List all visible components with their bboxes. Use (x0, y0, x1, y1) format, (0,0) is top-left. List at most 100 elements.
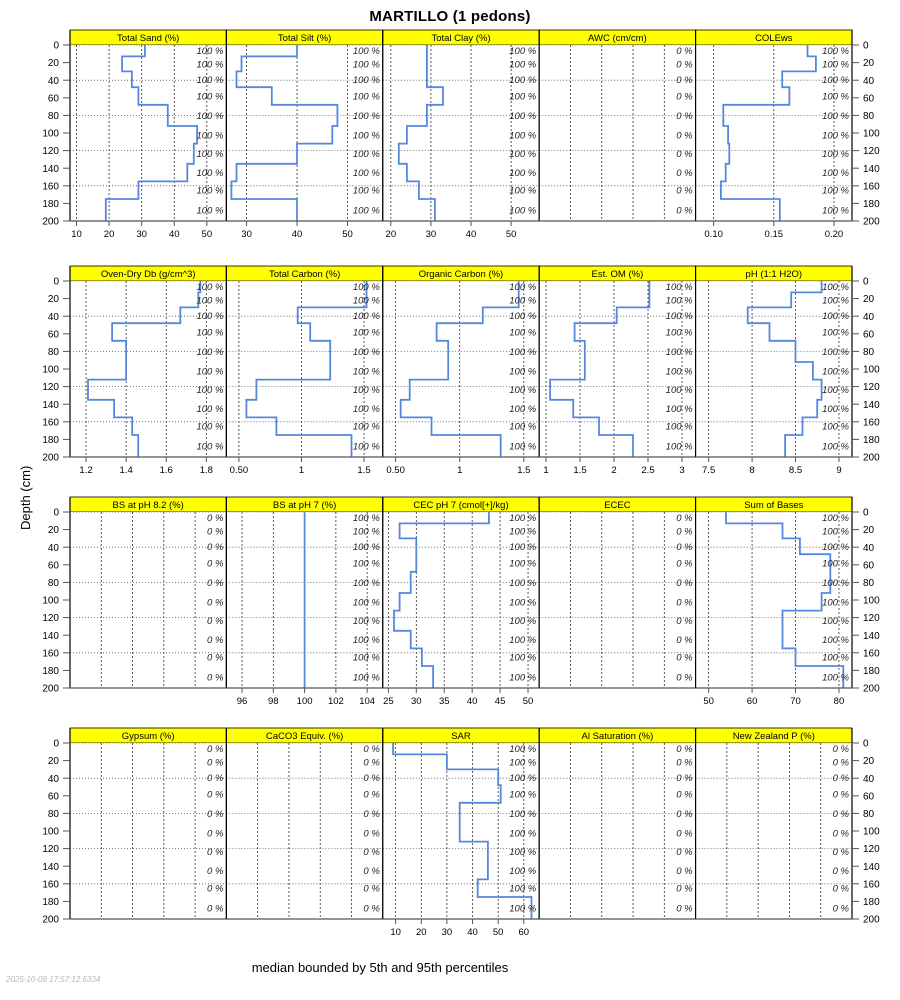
horizon-pct-label: 100 % (353, 186, 380, 197)
horizon-pct-label: 0 % (207, 559, 224, 570)
horizon-pct-label: 100 % (822, 559, 849, 570)
horizon-pct-label: 100 % (822, 328, 849, 339)
horizon-pct-label: 100 % (822, 59, 849, 70)
depth-tick-label: 100 (42, 827, 59, 838)
page-title: MARTILLO (1 pedons) (369, 8, 531, 25)
horizon-pct-label: 0 % (833, 809, 850, 820)
depth-tick-label: 160 (863, 181, 880, 192)
horizon-pct-label: 0 % (207, 773, 224, 784)
x-tick-label: 60 (519, 927, 530, 938)
horizon-pct-label: 0 % (676, 673, 693, 684)
depth-tick-label: 20 (48, 525, 60, 536)
panel-oven-dry-db-g-cm-3: Oven-Dry Db (g/cm^3)100 %100 %100 %100 %… (69, 265, 227, 476)
x-tick-label: 1 (457, 465, 462, 476)
x-tick-label: 3 (679, 465, 684, 476)
horizon-pct-label: 100 % (196, 59, 223, 70)
horizon-pct-label: 100 % (666, 385, 693, 396)
panel-total-clay: Total Clay (%) 100 % 100 % 100 % 100 % 100 % 1… (382, 29, 540, 240)
x-tick-label: 102 (328, 696, 344, 707)
horizon-pct-label: 100 % (822, 206, 849, 217)
panel-title: New Zealand P (%) (733, 731, 815, 742)
depth-tick-label: 100 (863, 365, 880, 376)
horizon-pct-label: 0 % (207, 847, 224, 858)
horizon-pct-label: 100 % (196, 347, 223, 358)
horizon-pct-label: 0 % (207, 828, 224, 839)
panel-title: SAR (451, 731, 471, 742)
horizon-pct-label: 100 % (196, 295, 223, 306)
plot-background (226, 743, 383, 919)
panel-title: CEC pH 7 (cmol[+]/kg) (413, 500, 508, 511)
horizon-pct-label: 100 % (822, 385, 849, 396)
depth-axis-right-row3: 0 20 40 60 80 100 120 140 160 180 200 (852, 739, 880, 926)
panel-total-sand: Total Sand (%) 100 % 100 % 100 % 100 % 100 % 1… (69, 29, 227, 240)
horizon-pct-label: 100 % (509, 616, 536, 627)
horizon-pct-label: 0 % (363, 847, 380, 858)
horizon-pct-label: 100 % (822, 616, 849, 627)
horizon-pct-label: 100 % (509, 168, 536, 179)
horizon-pct-label: 100 % (509, 773, 536, 784)
horizon-pct-label: 100 % (509, 422, 536, 433)
horizon-pct-label: 100 % (353, 311, 380, 322)
panel-title: Sum of Bases (744, 500, 803, 511)
horizon-pct-label: 100 % (509, 206, 536, 217)
x-tick-label: 25 (383, 696, 394, 707)
median-line (720, 45, 817, 221)
horizon-pct-label: 100 % (509, 526, 536, 537)
depth-tick-label: 20 (863, 756, 875, 767)
horizon-pct-label: 100 % (353, 295, 380, 306)
horizon-pct-label: 100 % (666, 404, 693, 415)
panel-title: ECEC (604, 500, 631, 511)
horizon-pct-label: 100 % (196, 366, 223, 377)
depth-axis-right-row2: 0 20 40 60 80 100 120 140 160 180 200 (852, 508, 880, 695)
x-tick-label: 50 (506, 229, 517, 240)
horizon-pct-label: 100 % (353, 59, 380, 70)
horizon-pct-label: 100 % (509, 790, 536, 801)
horizon-pct-label: 0 % (207, 757, 224, 768)
panel-title: Total Carbon (%) (269, 269, 340, 280)
horizon-pct-label: 100 % (196, 206, 223, 217)
depth-tick-label: 0 (53, 508, 59, 519)
horizon-pct-label: 100 % (509, 744, 536, 755)
panel-awc-cm-cm: AWC (cm/cm) 0 % 0 % 0 % 0 % 0 % 0 % 0 % 0 % 0 % 0 … (538, 29, 697, 222)
horizon-pct-label: 0 % (676, 559, 693, 570)
horizon-pct-label: 0 % (207, 866, 224, 877)
plot-background (70, 743, 227, 919)
horizon-pct-label: 100 % (353, 597, 380, 608)
panel-bs-at-ph-7: BS at pH 7 (%) 100 % 100 % 100 % 100 % 100 % 1… (225, 496, 384, 707)
horizon-pct-label: 100 % (196, 404, 223, 415)
x-tick-label: 20 (104, 229, 115, 240)
horizon-pct-label: 100 % (509, 295, 536, 306)
panel-title: Est. OM (%) (592, 269, 644, 280)
horizon-pct-label: 100 % (822, 130, 849, 141)
depth-tick-label: 80 (48, 111, 60, 122)
horizon-pct-label: 100 % (666, 442, 693, 453)
depth-tick-label: 40 (48, 774, 60, 785)
horizon-pct-label: 100 % (353, 75, 380, 86)
depth-tick-label: 0 (863, 277, 869, 288)
x-tick-label: 30 (442, 927, 453, 938)
depth-tick-label: 120 (863, 382, 880, 393)
horizon-pct-label: 100 % (666, 295, 693, 306)
depth-tick-label: 60 (48, 560, 60, 571)
panel-total-carbon: Total Carbon (%) 100 % 100 % 100 % 100 % 100 … (225, 265, 384, 476)
horizon-pct-label: 0 % (676, 130, 693, 141)
depth-tick-label: 140 (863, 862, 880, 873)
x-tick-label: 30 (136, 229, 147, 240)
x-tick-label: 80 (834, 696, 845, 707)
horizon-pct-label: 0 % (207, 809, 224, 820)
horizon-pct-label: 100 % (822, 653, 849, 664)
horizon-pct-label: 100 % (353, 559, 380, 570)
depth-tick-label: 0 (863, 739, 869, 750)
depth-tick-label: 20 (863, 58, 875, 69)
x-tick-label: 60 (747, 696, 758, 707)
horizon-pct-label: 0 % (833, 744, 850, 755)
horizon-pct-label: 100 % (822, 442, 849, 453)
depth-tick-label: 0 (53, 41, 59, 52)
plot-background (695, 512, 852, 688)
horizon-pct-label: 0 % (833, 790, 850, 801)
horizon-pct-label: 100 % (353, 653, 380, 664)
horizon-pct-label: 100 % (509, 59, 536, 70)
horizon-pct-label: 100 % (353, 616, 380, 627)
